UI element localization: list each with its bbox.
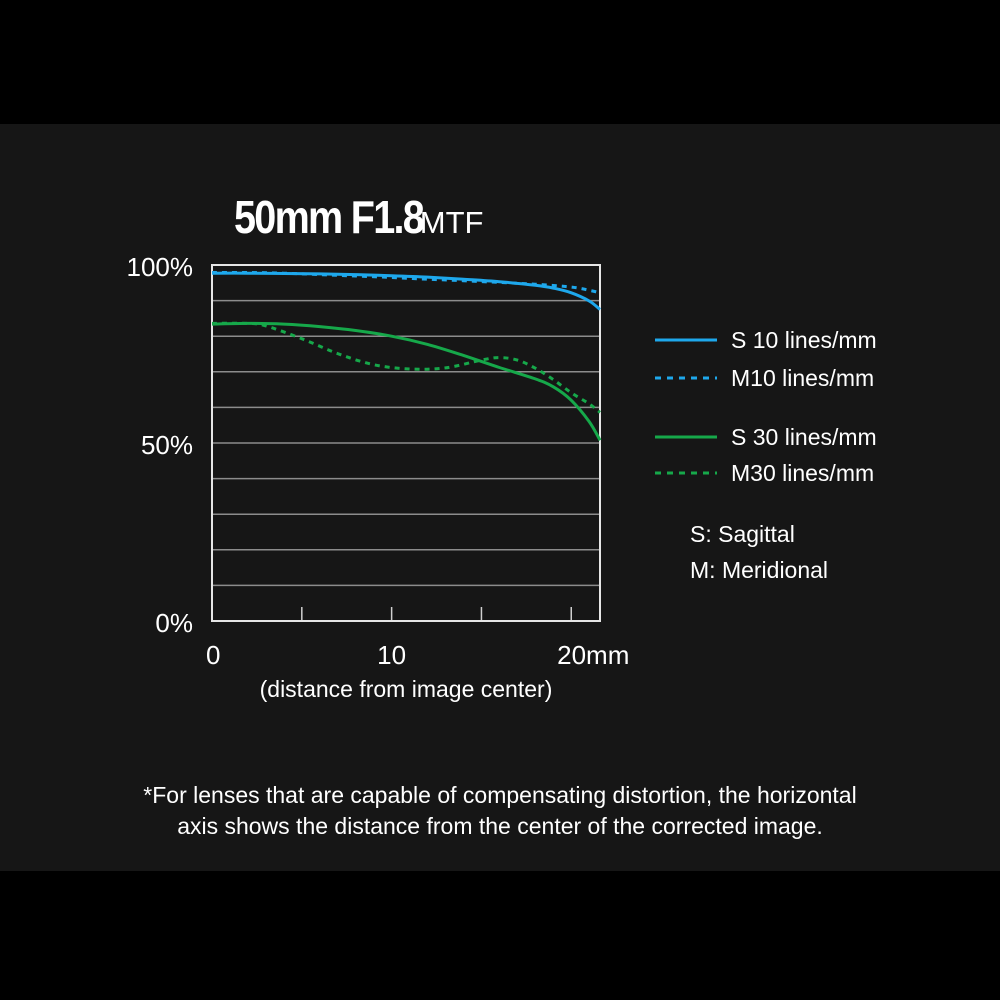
chart-title-main: 50mm F1.8 [234,191,425,243]
x-tick-label: 20mm [557,640,629,670]
y-tick-label: 0% [155,608,193,638]
plot-frame [211,264,601,622]
legend-label-4: M30 lines/mm [731,460,874,486]
series-line-3 [211,321,602,441]
y-tick-label: 50% [141,430,193,460]
x-axis-label: (distance from image center) [260,676,553,702]
legend-label-1: S 10 lines/mm [731,327,877,353]
chart-title: 50mm F1.8MTF [234,190,634,246]
x-tick-label: 0 [206,640,220,670]
footnote-line-2: axis shows the distance from the center … [177,813,823,839]
y-tick-label: 100% [127,252,194,282]
footnote-line-1: *For lenses that are capable of compensa… [143,782,857,808]
legend-note: S: Sagittal [690,521,795,547]
legend-note: M: Meridional [690,557,828,583]
chart-title-sub: MTF [419,205,484,240]
chart-panel [0,124,1000,871]
x-tick-label: 10 [377,640,406,670]
footnote: *For lenses that are capable of compensa… [60,780,940,842]
legend-label-2: M10 lines/mm [731,365,874,391]
series-line-4 [211,321,601,414]
series-line-2 [211,270,601,295]
legend-label-3: S 30 lines/mm [731,424,877,450]
